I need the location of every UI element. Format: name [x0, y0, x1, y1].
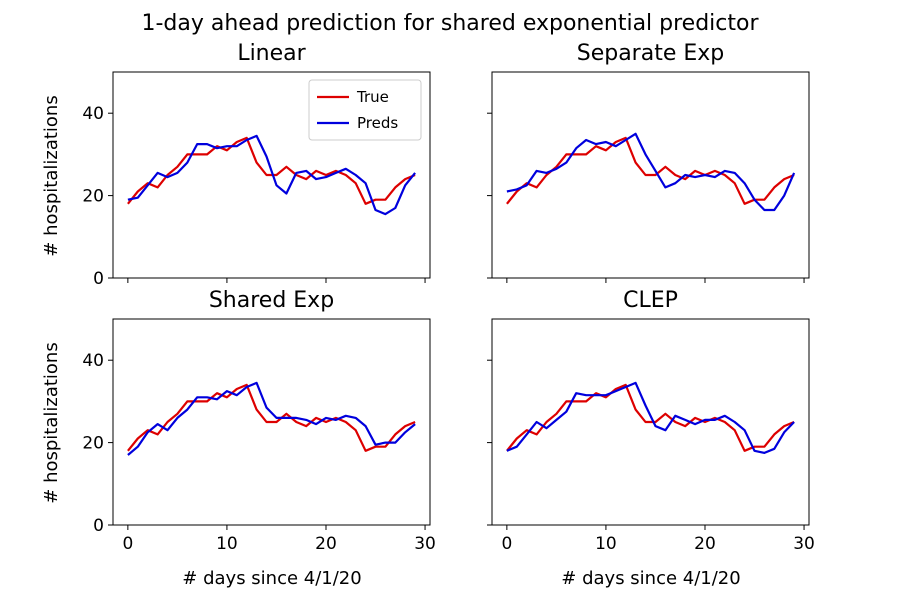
series-line-preds [506, 381, 795, 454]
series-line-preds [127, 381, 416, 456]
x-tick-label: 0 [122, 534, 133, 554]
x-axis-label-left: # days since 4/1/20 [182, 568, 361, 589]
series-line-true [127, 383, 416, 452]
series-line-preds [127, 134, 416, 216]
subplot-0: Linear 0 20 40 [82, 41, 431, 289]
x-tick-label: 20 [315, 534, 337, 554]
y-tick-label: 20 [82, 434, 104, 454]
x-tick-label: 30 [414, 534, 436, 554]
subplot-title: Linear [237, 41, 306, 66]
y-axis-label-bottom: # hospitalizations [41, 342, 62, 503]
figure-suptitle: 1-day ahead prediction for shared expone… [141, 11, 759, 36]
y-tick-label: 0 [93, 516, 104, 536]
y-axis-label-top: # hospitalizations [41, 95, 62, 256]
axes-frame [491, 318, 810, 526]
axes-frame [112, 318, 431, 526]
x-tick-label: 20 [694, 534, 716, 554]
y-tick-label: 0 [93, 269, 104, 289]
subplot-3: CLEP 0 10 20 30 [487, 288, 815, 554]
series-line-true [127, 136, 416, 205]
subplot-1: Separate Exp [487, 41, 810, 283]
axes-frame [112, 71, 431, 279]
subplots: Linear 0 20 40 Separate Exp Shared Exp 0 20 40 0 1… [82, 41, 815, 554]
legend-box [308, 79, 422, 141]
x-axis-label-right: # days since 4/1/20 [561, 568, 740, 589]
y-tick-label: 20 [82, 187, 104, 207]
subplot-title: Separate Exp [577, 41, 725, 66]
legend-label-preds: Preds [357, 114, 398, 132]
subplot-title: Shared Exp [209, 288, 334, 313]
x-tick-label: 10 [595, 534, 617, 554]
subplot-2: Shared Exp 0 20 40 0 10 20 30 [82, 288, 436, 554]
series-line-true [506, 136, 795, 205]
x-tick-label: 0 [501, 534, 512, 554]
legend: True Preds [308, 79, 422, 141]
x-tick-label: 10 [216, 534, 238, 554]
x-tick-label: 30 [793, 534, 815, 554]
subplot-title: CLEP [623, 288, 678, 313]
series-line-true [506, 383, 795, 452]
series-line-preds [506, 132, 796, 212]
axes-frame [491, 71, 810, 279]
legend-label-true: True [356, 88, 389, 106]
y-tick-label: 40 [82, 351, 104, 371]
y-tick-label: 40 [82, 104, 104, 124]
